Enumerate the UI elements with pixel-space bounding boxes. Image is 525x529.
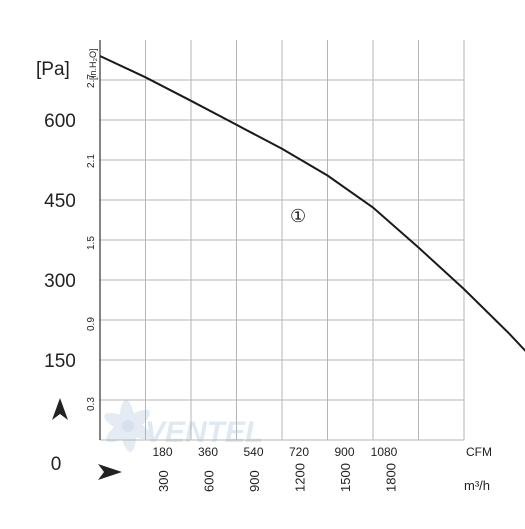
zero-label: 0 bbox=[51, 454, 62, 475]
y-tick-pa: 300 bbox=[44, 271, 76, 292]
series-curve-1 bbox=[99, 55, 525, 352]
y-tick-pa: 450 bbox=[44, 191, 76, 212]
y-tick-pa: 600 bbox=[44, 111, 76, 132]
y-tick-inh2o: 2.7 bbox=[86, 74, 97, 88]
y-tick-inh2o: 0.9 bbox=[86, 317, 97, 331]
brand-watermark: VENTEL bbox=[104, 400, 263, 452]
x-tick-cfm: 540 bbox=[243, 445, 263, 459]
grid bbox=[100, 40, 465, 441]
right-arrow-icon bbox=[98, 464, 122, 480]
y-tick-pa: 150 bbox=[44, 351, 76, 372]
x-tick-m3h: 300 bbox=[156, 470, 171, 492]
x-tick-cfm: 180 bbox=[152, 445, 172, 459]
x-unit-m3h: m³/h bbox=[464, 478, 490, 493]
fan-logo-icon bbox=[104, 400, 152, 452]
x-tick-m3h: 600 bbox=[202, 470, 217, 492]
y-tick-inh2o: 0.3 bbox=[86, 397, 97, 411]
x-ticks-m3h: 300 600 900 1200 1500 1800 bbox=[156, 463, 399, 492]
up-arrow-icon bbox=[52, 398, 68, 420]
x-tick-cfm: 1080 bbox=[371, 445, 398, 459]
y-unit-pa: [Pa] bbox=[36, 59, 70, 80]
x-unit-cfm: CFM bbox=[466, 445, 492, 459]
x-tick-cfm: 360 bbox=[198, 445, 218, 459]
y-tick-inh2o: 2.1 bbox=[86, 154, 97, 168]
x-tick-m3h: 1800 bbox=[384, 463, 399, 492]
y-unit-inh2o: [in.H₂O] bbox=[88, 49, 98, 81]
y-tick-inh2o: 1.5 bbox=[86, 236, 97, 250]
y-ticks-inh2o: 0.3 0.9 1.5 2.1 2.7 bbox=[86, 74, 97, 411]
x-tick-m3h: 1500 bbox=[338, 463, 353, 492]
x-tick-cfm: 720 bbox=[289, 445, 309, 459]
x-tick-m3h: 900 bbox=[247, 470, 262, 492]
x-tick-m3h: 1200 bbox=[293, 463, 308, 492]
series-curve-label-1: ① bbox=[290, 206, 306, 227]
x-tick-cfm: 900 bbox=[334, 445, 354, 459]
watermark-text: VENTEL bbox=[145, 416, 263, 449]
x-ticks-cfm: 180 360 540 720 900 1080 bbox=[152, 445, 397, 459]
y-ticks-pa: 150 300 450 600 bbox=[44, 111, 76, 372]
